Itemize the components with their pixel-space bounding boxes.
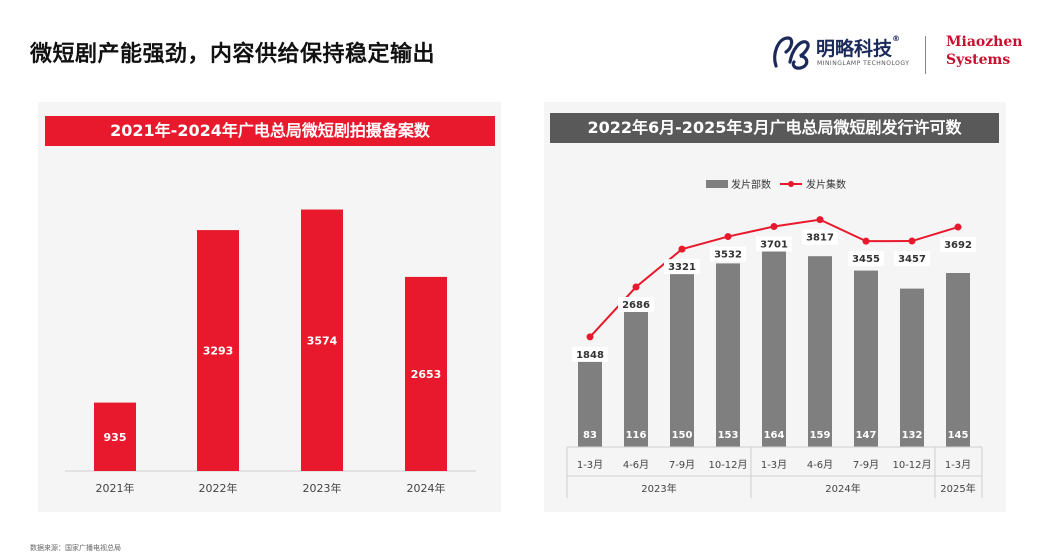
episodes-label-bg — [756, 236, 792, 252]
license-bar-2 — [624, 307, 648, 447]
legend-label-bars: 发片部数 — [731, 178, 771, 191]
x-tick-label: 7-9月 — [853, 459, 879, 471]
filing-bar-2021年 — [94, 402, 136, 471]
episodes-point-5 — [770, 223, 778, 231]
chart-legend: 发片部数 发片集数 — [706, 178, 846, 191]
x-tick-label: 1-3月 — [577, 459, 603, 471]
filing-bar-2022年 — [197, 230, 239, 471]
x-tick-label: 10-12月 — [892, 459, 931, 471]
left-chart-title: 2021年-2024年广电总局微短剧拍摄备案数 — [45, 116, 495, 146]
filing-bar-label: 935 — [104, 431, 127, 444]
legend-label-line: 发片集数 — [806, 178, 846, 191]
episodes-point-8 — [908, 237, 916, 245]
miaozhen-logo-line2: Systems — [946, 52, 1011, 68]
data-source-note: 数据来源：国家广播电视总局 — [30, 544, 121, 552]
episodes-label: 3532 — [714, 250, 742, 261]
license-bar-label: 132 — [902, 430, 923, 441]
miaozhen-logo-line1: Miaozhen — [946, 34, 1023, 50]
episodes-label-bg — [940, 237, 976, 253]
episodes-point-7 — [862, 237, 870, 245]
license-bar-label: 147 — [856, 430, 877, 441]
filing-bar-label: 3293 — [203, 345, 234, 358]
filing-bar-2024年 — [405, 276, 447, 471]
episodes-point-1 — [586, 333, 594, 341]
episodes-label-bg — [848, 251, 884, 267]
x-group-label: 2025年 — [940, 482, 975, 495]
filing-bar-label: 3574 — [307, 334, 338, 347]
episodes-label: 3457 — [898, 254, 926, 265]
logo-en-name: MININGLAMP TECHNOLOGY — [817, 60, 910, 67]
logo-cn-name: 明略科技® — [816, 34, 901, 60]
legend-swatch-bars — [706, 180, 728, 188]
episodes-point-6 — [816, 216, 824, 224]
license-bar-label: 83 — [583, 430, 597, 441]
x-group-label: 2023年 — [641, 482, 676, 495]
license-bar-8 — [900, 288, 924, 447]
license-bar-label: 159 — [810, 430, 831, 441]
license-bar-5 — [762, 250, 786, 447]
episodes-label: 3692 — [944, 240, 972, 251]
x-tick-label: 2022年 — [199, 481, 238, 495]
logo-divider — [925, 36, 926, 74]
page-title: 微短剧产能强劲，内容供给保持稳定输出 — [30, 42, 436, 67]
episodes-label-bg — [710, 246, 746, 262]
x-tick-label: 2024年 — [407, 481, 446, 495]
license-bar-label: 116 — [626, 430, 647, 441]
right-chart-title: 2022年6月-2025年3月广电总局微短剧发行许可数 — [550, 113, 999, 143]
license-bar-9 — [946, 273, 970, 447]
episodes-label: 1848 — [576, 350, 604, 361]
mininglamp-logo-icon — [773, 36, 810, 70]
x-tick-label: 2021年 — [96, 481, 135, 495]
x-tick-label: 2023年 — [303, 481, 342, 495]
x-tick-label: 4-6月 — [807, 459, 833, 471]
license-bar-3 — [670, 267, 694, 447]
license-bar-7 — [854, 270, 878, 447]
legend-marker-line — [788, 181, 794, 187]
episodes-label: 3455 — [852, 254, 880, 265]
logo-group: 明略科技® MININGLAMP TECHNOLOGY Miaozhen Sys… — [770, 28, 1050, 78]
license-bar-label: 150 — [672, 430, 693, 441]
episodes-label: 2686 — [622, 300, 650, 311]
episodes-label-bg — [664, 259, 700, 275]
x-tick-label: 1-3月 — [761, 459, 787, 471]
x-tick-label: 7-9月 — [669, 459, 695, 471]
episodes-label: 3701 — [760, 240, 788, 251]
filing-bar-label: 2653 — [411, 368, 442, 381]
x-group-label: 2024年 — [825, 482, 860, 495]
episodes-label-bg — [572, 346, 608, 362]
episodes-label: 3321 — [668, 262, 696, 273]
episodes-label-bg — [802, 229, 838, 245]
filing-bar-2023年 — [301, 209, 343, 471]
episodes-point-3 — [678, 245, 686, 253]
x-tick-label: 4-6月 — [623, 459, 649, 471]
license-bar-label: 153 — [718, 430, 739, 441]
license-bar-label: 145 — [948, 430, 969, 441]
x-tick-label: 1-3月 — [945, 459, 971, 471]
episodes-point-2 — [632, 283, 640, 291]
license-bar-6 — [808, 256, 832, 447]
episodes-label-bg — [618, 296, 654, 312]
episodes-label-bg — [894, 251, 930, 267]
license-bar-4 — [716, 263, 740, 447]
x-tick-label: 10-12月 — [708, 459, 747, 471]
license-bar-1 — [578, 347, 602, 447]
episodes-point-9 — [954, 223, 962, 231]
episodes-label: 3817 — [806, 233, 834, 244]
license-bar-label: 164 — [764, 430, 785, 441]
episodes-point-4 — [724, 233, 732, 241]
